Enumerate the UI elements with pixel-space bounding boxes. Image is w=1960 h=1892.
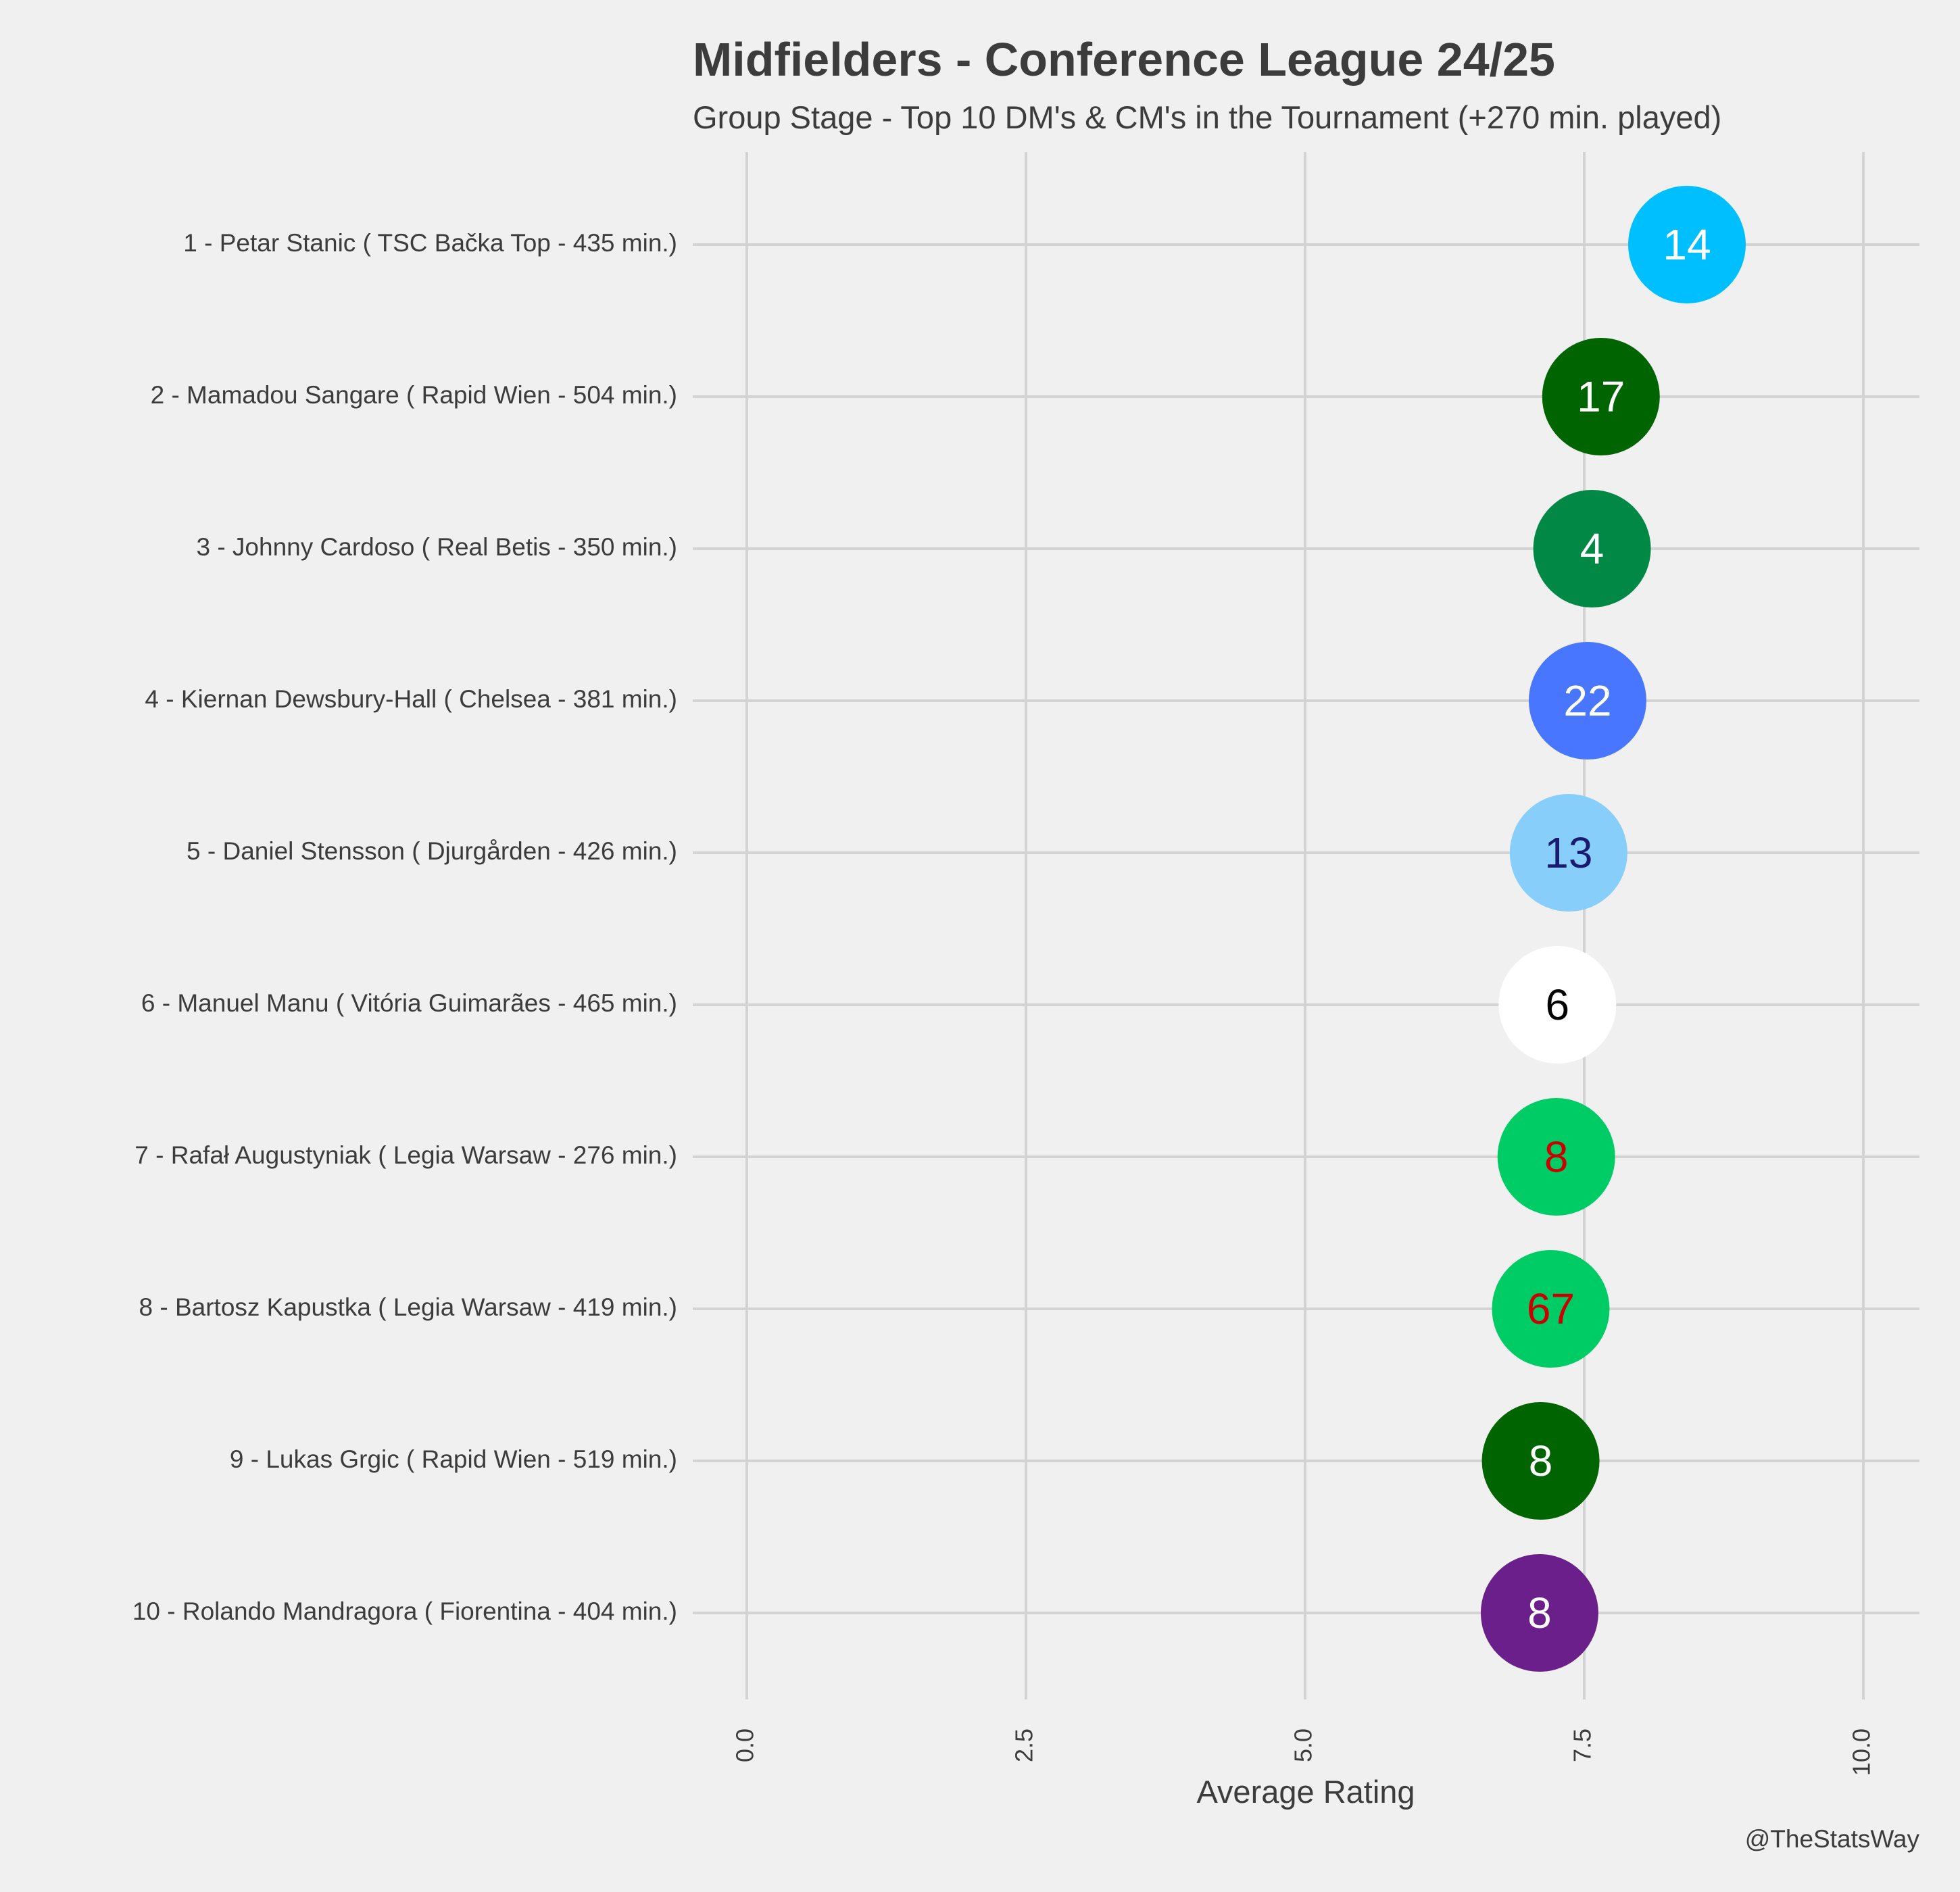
- data-point-number: 8: [1527, 1589, 1552, 1637]
- x-tick-label: 10.0: [1848, 1728, 1876, 1776]
- data-point-number: 8: [1544, 1132, 1569, 1181]
- x-tick-label: 2.5: [1010, 1728, 1038, 1762]
- y-axis-labels: 1 - Petar Stanic ( TSC Bačka Top - 435 m…: [132, 229, 677, 1625]
- data-point-number: 4: [1580, 524, 1604, 573]
- data-point: [1533, 490, 1651, 607]
- data-point-number: 67: [1527, 1285, 1575, 1333]
- grid: [693, 152, 1919, 1699]
- data-point-number: 8: [1529, 1437, 1553, 1485]
- data-point-number: 14: [1663, 220, 1711, 269]
- y-tick-label: 8 - Bartosz Kapustka ( Legia Warsaw - 41…: [139, 1293, 678, 1321]
- y-tick-label: 10 - Rolando Mandragora ( Fiorentina - 4…: [132, 1597, 677, 1625]
- y-tick-label: 3 - Johnny Cardoso ( Real Betis - 350 mi…: [196, 533, 677, 561]
- data-point: [1528, 642, 1646, 760]
- x-tick-label: 0.0: [731, 1728, 759, 1762]
- data-point: [1492, 1250, 1610, 1368]
- chart-subtitle: Group Stage - Top 10 DM's & CM's in the …: [693, 99, 1721, 135]
- y-tick-label: 2 - Mamadou Sangare ( Rapid Wien - 504 m…: [151, 381, 677, 409]
- x-axis-label: Average Rating: [1196, 1774, 1415, 1810]
- x-axis-ticks: 0.0 2.5 5.0 7.5 10.0: [731, 1728, 1876, 1776]
- data-point-number: 6: [1546, 980, 1570, 1029]
- data-points: 14 17 4 22 13 6 8 67 8 8: [1480, 186, 1746, 1672]
- data-point: [1497, 1098, 1615, 1216]
- data-point: [1509, 794, 1627, 912]
- y-tick-label: 4 - Kiernan Dewsbury-Hall ( Chelsea - 38…: [145, 685, 677, 713]
- y-tick-label: 9 - Lukas Grgic ( Rapid Wien - 519 min.): [230, 1445, 677, 1473]
- data-point: [1481, 1402, 1600, 1520]
- data-point: [1542, 338, 1660, 455]
- y-tick-label: 1 - Petar Stanic ( TSC Bačka Top - 435 m…: [183, 229, 677, 257]
- x-tick-label: 5.0: [1290, 1728, 1317, 1762]
- data-point-number: 22: [1563, 676, 1611, 725]
- x-tick-label: 7.5: [1569, 1728, 1596, 1762]
- data-point-number: 17: [1577, 372, 1625, 421]
- y-tick-label: 6 - Manuel Manu ( Vitória Guimarães - 46…: [141, 989, 677, 1017]
- chart-title: Midfielders - Conference League 24/25: [693, 33, 1555, 86]
- data-point: [1498, 946, 1617, 1064]
- y-tick-label: 7 - Rafał Augustyniak ( Legia Warsaw - 2…: [134, 1141, 677, 1169]
- credit: @TheStatsWay: [1745, 1825, 1920, 1853]
- y-tick-label: 5 - Daniel Stensson ( Djurgården - 426 m…: [187, 837, 677, 865]
- data-point: [1627, 186, 1746, 303]
- data-point-number: 13: [1544, 828, 1592, 877]
- data-point: [1480, 1554, 1598, 1672]
